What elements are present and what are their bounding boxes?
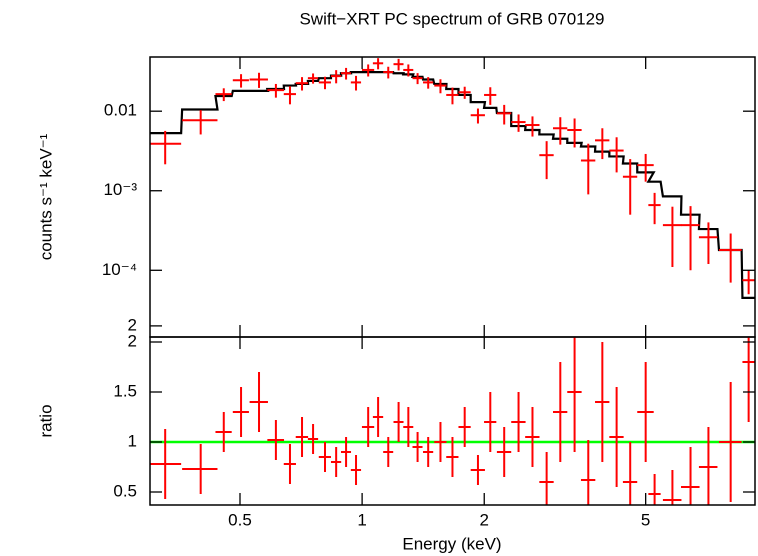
y-tick-label: 2	[128, 315, 137, 334]
y-tick-label: 10⁻⁴	[102, 260, 137, 279]
chart-title: Swift−XRT PC spectrum of GRB 070129	[299, 9, 604, 28]
y-tick-label: 2	[128, 331, 137, 350]
y-tick-label: 1	[128, 431, 137, 450]
x-tick-label: 5	[641, 510, 650, 529]
y-axis-label: counts s⁻¹ keV⁻¹	[36, 133, 55, 260]
x-axis-label: Energy (keV)	[402, 534, 501, 553]
y-tick-label: 0.5	[113, 481, 137, 500]
y-tick-label: 10⁻³	[103, 180, 137, 199]
y-tick-label: 1.5	[113, 381, 137, 400]
plot-area	[150, 337, 755, 505]
plot-area	[150, 58, 755, 299]
y-axis-label: ratio	[36, 404, 55, 437]
x-tick-label: 0.5	[228, 510, 252, 529]
y-tick-label: 0.01	[104, 101, 137, 120]
model-line	[150, 71, 755, 299]
x-tick-label: 1	[357, 510, 366, 529]
x-tick-label: 2	[480, 510, 489, 529]
plot-frame	[149, 336, 756, 506]
